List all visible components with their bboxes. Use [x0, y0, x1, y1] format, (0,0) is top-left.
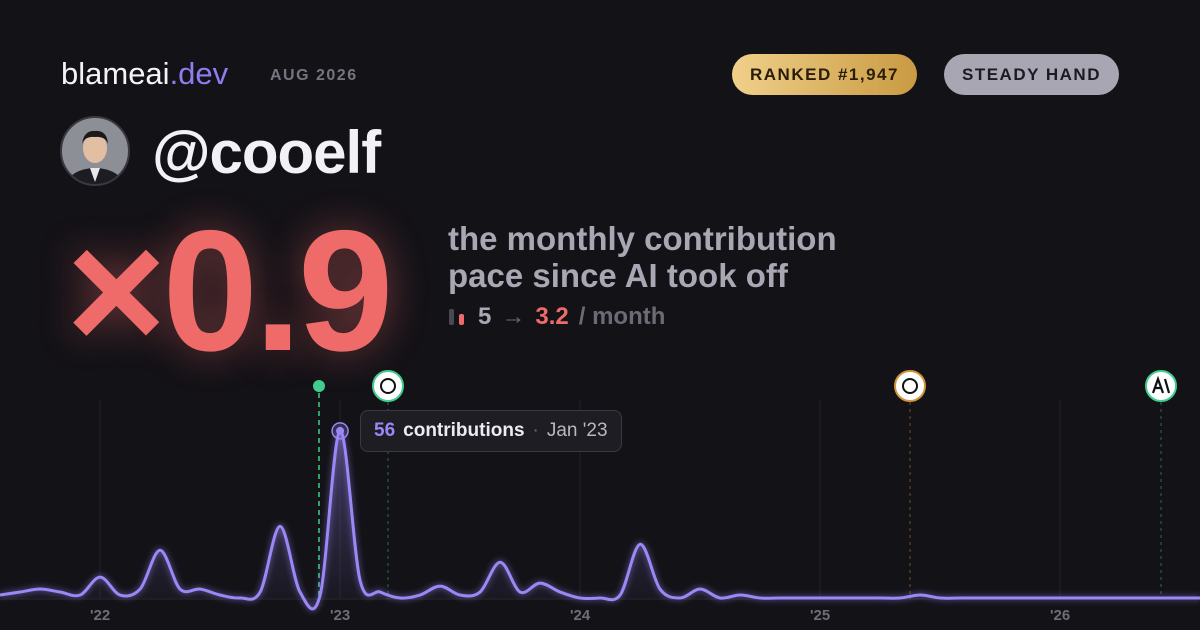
brand-suffix: .dev [169, 56, 229, 91]
pace-after: 3.2 [535, 303, 569, 330]
x-tick-label: '25 [810, 607, 830, 624]
x-tick-label: '24 [570, 607, 591, 624]
pace-unit: / month [578, 303, 666, 330]
area [0, 430, 1200, 609]
peak-point [336, 426, 345, 435]
avatar [60, 116, 130, 186]
line-glow [0, 427, 1200, 612]
description-line: the monthly contribution [448, 220, 837, 257]
tooltip-date: Jan '23 [546, 420, 608, 441]
tooltip-separator: · [532, 420, 539, 441]
openai-icon-glyph [380, 378, 396, 394]
tooltip-value: 56 [374, 420, 396, 441]
brand: blameai.dev [61, 56, 228, 92]
x-tick-label: '22 [90, 607, 110, 624]
x-tick-label: '23 [330, 607, 350, 624]
date: AUG 2026 [270, 67, 358, 84]
description-line: pace since AI took off [448, 257, 788, 294]
openai-icon [894, 370, 926, 402]
tooltip-label: contributions [403, 420, 525, 441]
style-badge: STEADY HAND [944, 54, 1119, 95]
pace-icon [449, 309, 464, 325]
multiplier: ×0.9 [66, 195, 394, 387]
pace-before: 5 [478, 303, 492, 330]
tooltip: 56 contributions · Jan '23 [360, 410, 622, 452]
openai-icon [372, 370, 404, 402]
event-dot [313, 380, 325, 392]
line [0, 429, 1200, 611]
x-tick-label: '26 [1050, 607, 1070, 624]
pace: 5 → 3.2 / month [448, 303, 665, 331]
handle: @cooelf [152, 119, 381, 186]
brand-name: blameai [61, 56, 170, 91]
openai-icon-glyph [902, 378, 918, 394]
pace-arrow: → [501, 303, 526, 330]
rank-badge: RANKED #1,947 [732, 54, 917, 95]
anthropic-icon-glyph [1151, 375, 1171, 394]
